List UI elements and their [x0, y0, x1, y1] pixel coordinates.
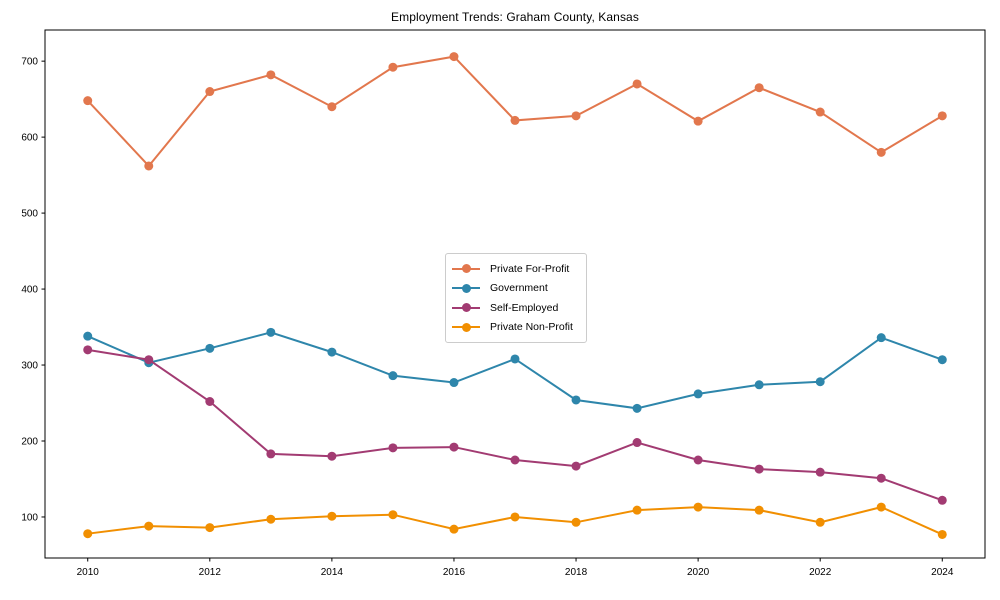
x-tick-label: 2014 [321, 567, 344, 578]
legend-label: Self-Employed [490, 301, 559, 314]
legend-item-government: Government [452, 279, 578, 299]
data-point-marker [388, 62, 398, 72]
x-tick-label: 2010 [77, 567, 100, 578]
series-line-self-employed [87, 348, 943, 502]
y-tick-label: 400 [21, 285, 38, 296]
x-tick-label: 2022 [809, 567, 832, 578]
line-marker-icon [452, 264, 480, 274]
data-point-marker [815, 517, 825, 527]
line-marker-icon [452, 283, 480, 293]
data-point-marker [510, 115, 520, 125]
data-point-marker [449, 442, 459, 452]
data-point-marker [571, 517, 581, 527]
data-point-marker [327, 511, 337, 521]
x-tick-label: 2016 [443, 567, 466, 578]
line-marker-icon [452, 322, 480, 332]
data-point-marker [83, 96, 93, 106]
y-tick-label: 600 [21, 133, 38, 144]
data-point-marker [205, 343, 215, 353]
data-point-marker [449, 378, 459, 388]
data-point-marker [144, 355, 154, 365]
data-point-marker [571, 395, 581, 405]
legend-label: Government [490, 282, 548, 295]
data-point-marker [693, 455, 703, 465]
data-point-marker [327, 451, 337, 461]
data-point-marker [632, 438, 642, 448]
data-point-marker [449, 52, 459, 62]
data-point-marker [876, 473, 886, 483]
y-tick-label: 300 [21, 361, 38, 372]
data-point-marker [449, 524, 459, 534]
data-point-marker [815, 377, 825, 387]
plot-border [44, 29, 986, 559]
data-point-marker [205, 87, 215, 97]
data-point-marker [754, 505, 764, 515]
data-point-marker [571, 111, 581, 121]
data-point-marker [83, 345, 93, 355]
data-point-marker [754, 83, 764, 93]
data-point-marker [510, 354, 520, 364]
data-point-marker [388, 371, 398, 381]
y-tick-label: 700 [21, 57, 38, 68]
data-point-marker [632, 505, 642, 515]
data-point-marker [327, 102, 337, 112]
data-point-marker [693, 116, 703, 126]
legend-box: Private For-Profit Government Self-Emplo… [445, 253, 587, 343]
data-point-marker [632, 79, 642, 89]
data-point-marker [205, 523, 215, 533]
legend-label: Private For-Profit [490, 262, 570, 275]
data-point-marker [571, 461, 581, 471]
data-point-marker [510, 455, 520, 465]
chart-title: Employment Trends: Graham County, Kansas [391, 10, 639, 24]
data-point-marker [83, 529, 93, 539]
y-tick-label: 500 [21, 209, 38, 220]
data-point-marker [754, 380, 764, 390]
data-point-marker [632, 403, 642, 413]
data-point-marker [327, 347, 337, 357]
data-point-marker [937, 355, 947, 365]
data-point-marker [937, 111, 947, 121]
x-tick-label: 2012 [199, 567, 222, 578]
data-point-marker [815, 467, 825, 477]
data-point-marker [83, 331, 93, 341]
data-point-marker [815, 107, 825, 117]
x-tick-label: 2024 [931, 567, 954, 578]
data-point-marker [266, 327, 276, 337]
data-point-marker [266, 514, 276, 524]
y-tick-label: 100 [21, 512, 38, 523]
y-tick-label: 200 [21, 437, 38, 448]
data-point-marker [693, 502, 703, 512]
legend-item-private-non-profit: Private Non-Profit [452, 318, 578, 338]
data-point-marker [876, 333, 886, 343]
legend-item-private-for-profit: Private For-Profit [452, 259, 578, 279]
line-marker-icon [452, 303, 480, 313]
series-line-private-for-profit [86, 55, 943, 168]
data-point-marker [388, 443, 398, 453]
data-point-marker [205, 396, 215, 406]
data-point-marker [937, 495, 947, 505]
x-tick-label: 2018 [565, 567, 588, 578]
data-point-marker [510, 512, 520, 522]
data-point-marker [754, 464, 764, 474]
data-point-marker [388, 510, 398, 520]
data-point-marker [144, 521, 154, 531]
x-tick-label: 2020 [687, 567, 710, 578]
data-point-marker [876, 147, 886, 157]
data-point-marker [266, 449, 276, 459]
legend-label: Private Non-Profit [490, 321, 573, 334]
data-point-marker [876, 502, 886, 512]
data-point-marker [144, 161, 154, 171]
data-point-marker [266, 70, 276, 80]
data-point-marker [693, 389, 703, 399]
legend-item-self-employed: Self-Employed [452, 298, 578, 318]
series-line-government [87, 331, 943, 410]
data-point-marker [937, 529, 947, 539]
